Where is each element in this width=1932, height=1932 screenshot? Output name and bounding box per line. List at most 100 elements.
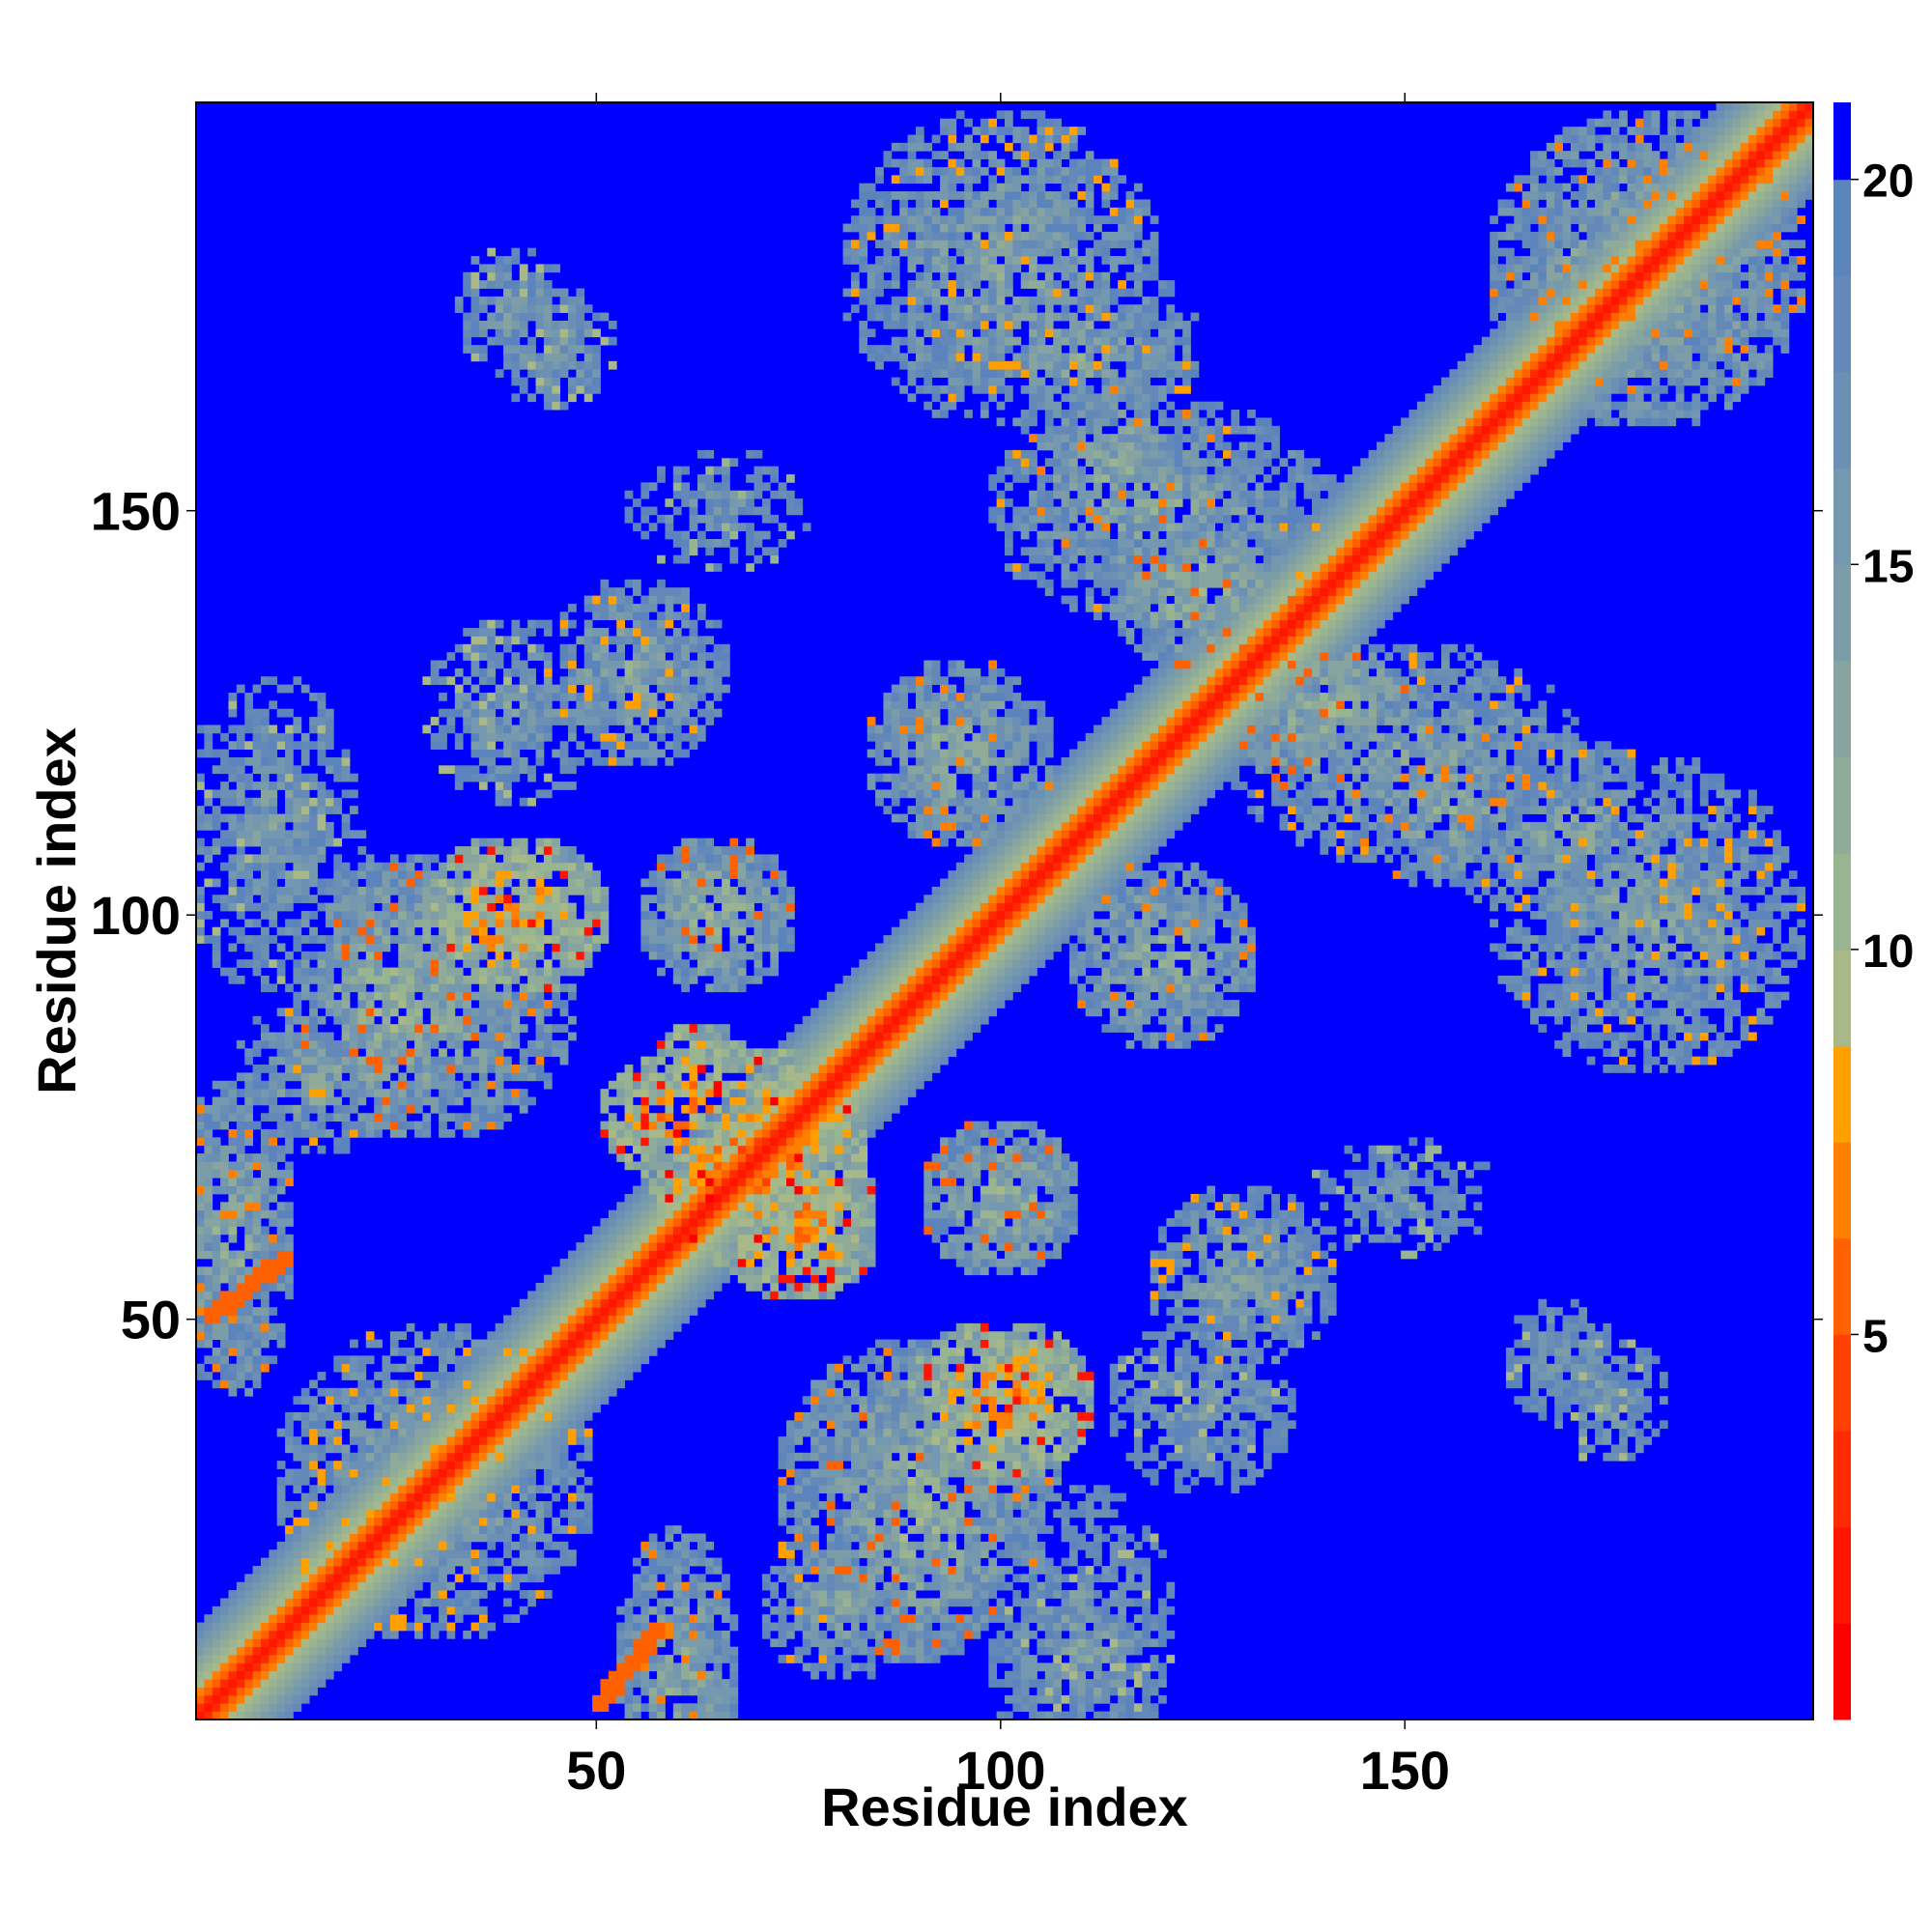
heatmap-cell	[640, 1226, 650, 1236]
heatmap-cell	[672, 926, 682, 936]
heatmap-cell	[535, 983, 545, 993]
heatmap-cell	[681, 1209, 690, 1219]
heatmap-cell	[236, 1581, 245, 1591]
heatmap-cell	[325, 717, 334, 725]
heatmap-cell	[535, 741, 545, 750]
heatmap-cell	[260, 1283, 270, 1292]
heatmap-cell	[478, 628, 488, 637]
heatmap-cell	[204, 732, 213, 742]
heatmap-cell	[430, 983, 440, 993]
heatmap-cell	[398, 1000, 408, 1009]
heatmap-cell	[511, 1372, 521, 1380]
heatmap-cell	[568, 1404, 577, 1413]
heatmap-cell	[406, 991, 415, 1001]
heatmap-cell	[583, 886, 593, 895]
heatmap-cell	[276, 1331, 286, 1341]
heatmap-cell	[285, 724, 294, 734]
heatmap-cell	[624, 1315, 634, 1324]
heatmap-cell	[309, 967, 318, 977]
heatmap-cell	[657, 870, 666, 879]
heatmap-cell	[357, 1638, 367, 1648]
heatmap-cell	[713, 1104, 723, 1114]
heatmap-cell	[365, 975, 375, 984]
heatmap-cell	[325, 1089, 334, 1097]
heatmap-cell	[608, 749, 617, 758]
heatmap-cell	[640, 935, 650, 944]
heatmap-cell	[317, 1679, 327, 1688]
heatmap-cell	[365, 870, 375, 879]
heatmap-cell	[454, 1501, 464, 1510]
heatmap-cell	[608, 1687, 617, 1696]
heatmap-cell	[196, 1711, 205, 1720]
heatmap-cell	[212, 1694, 221, 1704]
heatmap-cell	[470, 959, 480, 968]
heatmap-cell	[519, 628, 528, 637]
heatmap-cell	[439, 1121, 447, 1130]
heatmap-cell	[350, 1574, 358, 1583]
heatmap-cell	[487, 1379, 497, 1389]
heatmap-cell	[632, 587, 641, 596]
heatmap-cell	[559, 1444, 569, 1454]
heatmap-cell	[398, 1461, 408, 1469]
heatmap-cell	[713, 1032, 723, 1041]
heatmap-cell	[470, 1411, 480, 1421]
heatmap-cell	[616, 1331, 626, 1341]
heatmap-cell	[220, 732, 229, 742]
heatmap-cell	[204, 846, 213, 855]
heatmap-cell	[705, 967, 715, 977]
heatmap-cell	[350, 1549, 358, 1558]
heatmap-cell	[681, 1250, 690, 1260]
heatmap-cell	[487, 1024, 497, 1033]
heatmap-cell	[576, 676, 585, 686]
heatmap-cell	[503, 975, 512, 984]
heatmap-cell	[374, 1039, 383, 1049]
heatmap-cell	[713, 1646, 723, 1656]
heatmap-cell	[300, 1411, 310, 1421]
heatmap-cell	[325, 1428, 334, 1437]
heatmap-cell	[519, 1476, 528, 1486]
heatmap-cell	[454, 1032, 464, 1041]
heatmap-cell	[285, 919, 294, 928]
heatmap-cell	[365, 1461, 375, 1469]
heatmap-cell	[463, 959, 471, 968]
heatmap-cell	[519, 377, 528, 386]
heatmap-cell	[333, 1072, 343, 1082]
heatmap-cell	[244, 1363, 253, 1373]
heatmap-cell	[681, 1137, 690, 1147]
heatmap-cell	[470, 1509, 480, 1519]
heatmap-cell	[269, 911, 278, 920]
heatmap-cell	[705, 466, 715, 475]
heatmap-cell	[495, 1322, 504, 1332]
heatmap-cell	[592, 684, 601, 694]
heatmap-cell	[640, 1687, 650, 1696]
heatmap-cell	[236, 1614, 245, 1623]
heatmap-cell	[535, 1411, 545, 1421]
heatmap-cell	[689, 862, 698, 871]
heatmap-cell	[583, 911, 593, 920]
heatmap-cell	[576, 1452, 585, 1462]
heatmap-cell	[300, 935, 310, 944]
heatmap-cell	[648, 1574, 658, 1583]
heatmap-cell	[422, 1387, 432, 1397]
heatmap-cell	[389, 854, 399, 864]
heatmap-cell	[276, 1153, 286, 1162]
heatmap-cell	[543, 724, 553, 734]
heatmap-cell	[260, 854, 270, 864]
heatmap-cell	[592, 611, 601, 621]
heatmap-cell	[632, 1581, 641, 1591]
heatmap-cell	[341, 1008, 351, 1017]
heatmap-cell	[309, 1581, 318, 1591]
heatmap-cell	[665, 1557, 674, 1567]
heatmap-cell	[616, 1209, 626, 1219]
heatmap-cell	[244, 1655, 253, 1663]
heatmap-cell	[341, 1565, 351, 1575]
heatmap-cell	[325, 821, 334, 831]
heatmap-cell	[236, 1372, 245, 1380]
heatmap-cell	[333, 1605, 343, 1615]
heatmap-cell	[285, 1638, 294, 1648]
heatmap-cell	[389, 1598, 399, 1607]
heatmap-cell	[439, 1541, 447, 1550]
heatmap-cell	[600, 926, 610, 936]
heatmap-cell	[300, 1056, 310, 1065]
heatmap-cell	[276, 1557, 286, 1567]
